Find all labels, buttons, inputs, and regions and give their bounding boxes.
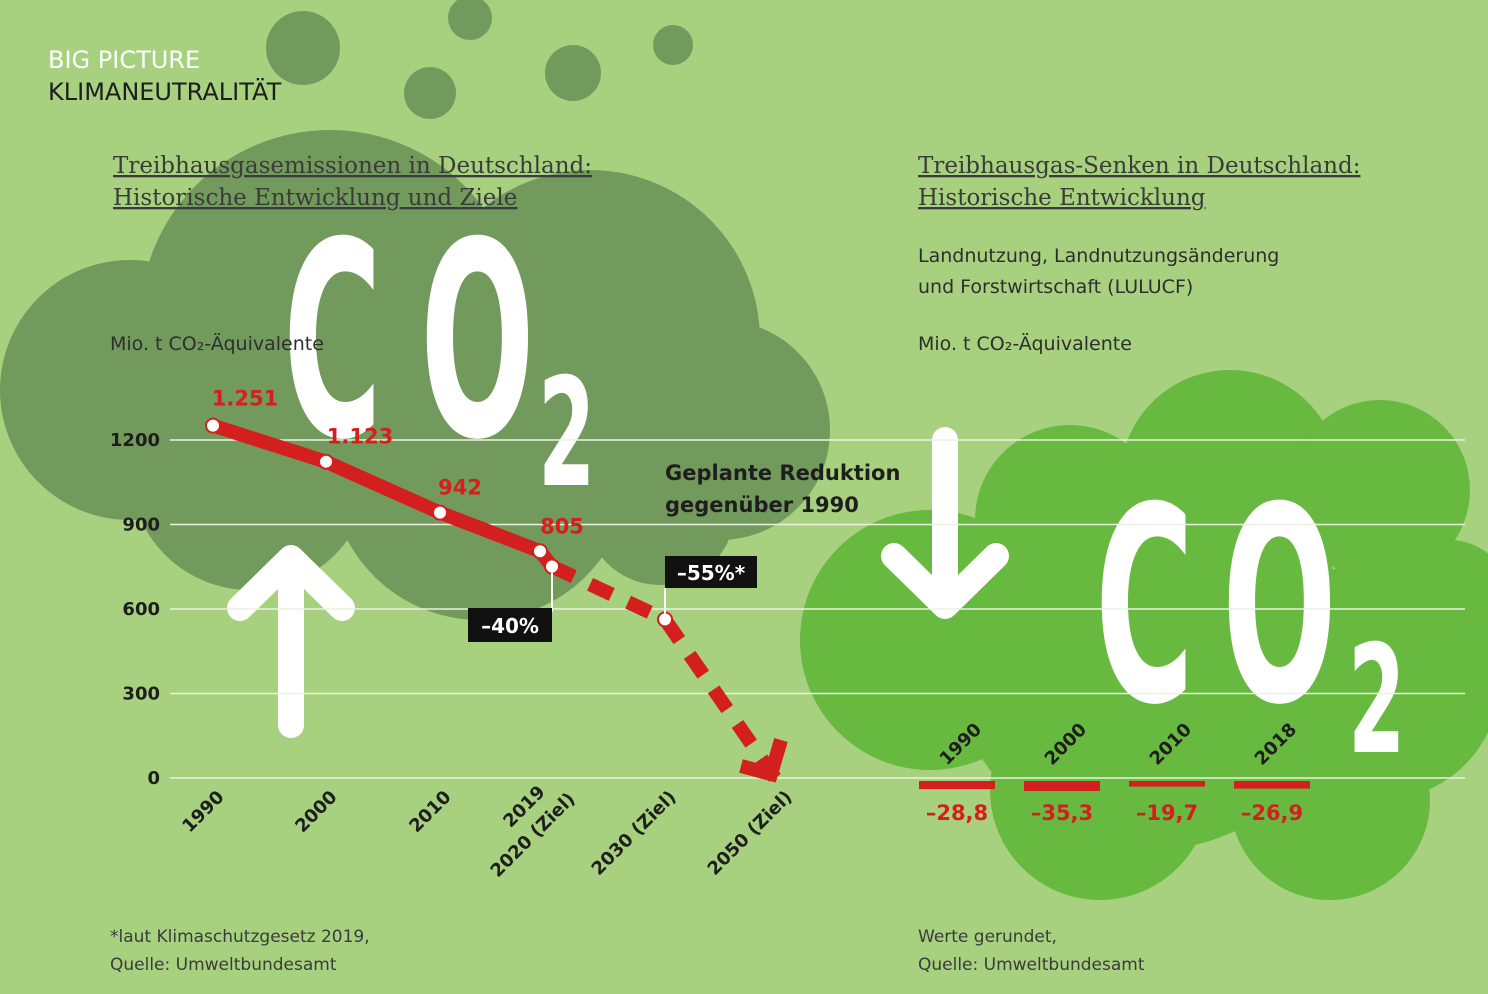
point-marker: [532, 543, 548, 560]
data-label: 1.123: [327, 425, 393, 449]
data-label: 942: [438, 476, 482, 500]
y-tick-label: 300: [122, 684, 160, 705]
bar: [919, 781, 995, 790]
annotation: –40%: [481, 614, 539, 638]
footnote: Quelle: Umweltbundesamt: [918, 955, 1145, 975]
y-tick-label: 0: [147, 768, 160, 789]
callout-box: [665, 556, 757, 588]
data-label: –19,7: [1136, 801, 1198, 825]
y-tick-label: 900: [122, 515, 160, 536]
chart-title: Treibhausgas-Senken in Deutschland:: [918, 153, 1360, 179]
data-label: –35,3: [1031, 801, 1093, 825]
footnote: Quelle: Umweltbundesamt: [110, 955, 337, 975]
point-marker: [205, 417, 221, 434]
bar: [1024, 781, 1100, 791]
point-marker: [544, 558, 560, 575]
point-marker: [657, 611, 673, 628]
line-dashed: [549, 560, 781, 782]
co-graphic-sub: 2: [538, 346, 595, 521]
co-graphic: CO: [283, 186, 573, 500]
kicker: BIG PICTURE: [48, 46, 200, 74]
chart-title: Historische Entwicklung und Ziele: [113, 185, 517, 211]
callout-box: [468, 608, 552, 642]
point-marker: [318, 453, 334, 470]
footnote: *laut Klimaschutzgesetz 2019,: [110, 927, 370, 947]
y-axis-label: Mio. t CO₂-Äquivalente: [918, 332, 1132, 355]
y-tick-label: 600: [122, 599, 160, 620]
subtitle: und Forstwirtschaft (LULUCF): [918, 276, 1193, 298]
footnote: Werte gerundet,: [918, 927, 1057, 947]
chart-title: Historische Entwicklung: [918, 185, 1206, 211]
y-axis-label: Mio. t CO₂-Äquivalente: [110, 332, 324, 355]
annotation: Geplante Reduktion: [665, 461, 900, 485]
subtitle: Landnutzung, Landnutzungsänderung: [918, 245, 1279, 267]
point-marker: [432, 504, 448, 521]
data-label: –26,9: [1241, 801, 1303, 825]
data-label: 1.251: [212, 387, 278, 411]
up-arrow: [227, 545, 355, 738]
bar: [1234, 781, 1310, 789]
line-end-arrow: [739, 738, 788, 783]
dark-cloud: [0, 0, 830, 620]
annotation: gegenüber 1990: [665, 493, 859, 517]
annotation: –55%*: [677, 561, 746, 585]
y-tick-label: 1200: [110, 430, 160, 451]
data-label: –28,8: [926, 801, 988, 825]
co-graphic-sub: 2: [1348, 613, 1405, 788]
down-arrow: [881, 427, 1009, 619]
data-label: 805: [540, 514, 584, 538]
bar: [1129, 781, 1205, 787]
chart-title: Treibhausgasemissionen in Deutschland:: [113, 153, 592, 179]
header-title: KLIMANEUTRALITÄT: [48, 77, 282, 106]
co-graphic: CO: [1095, 451, 1365, 765]
